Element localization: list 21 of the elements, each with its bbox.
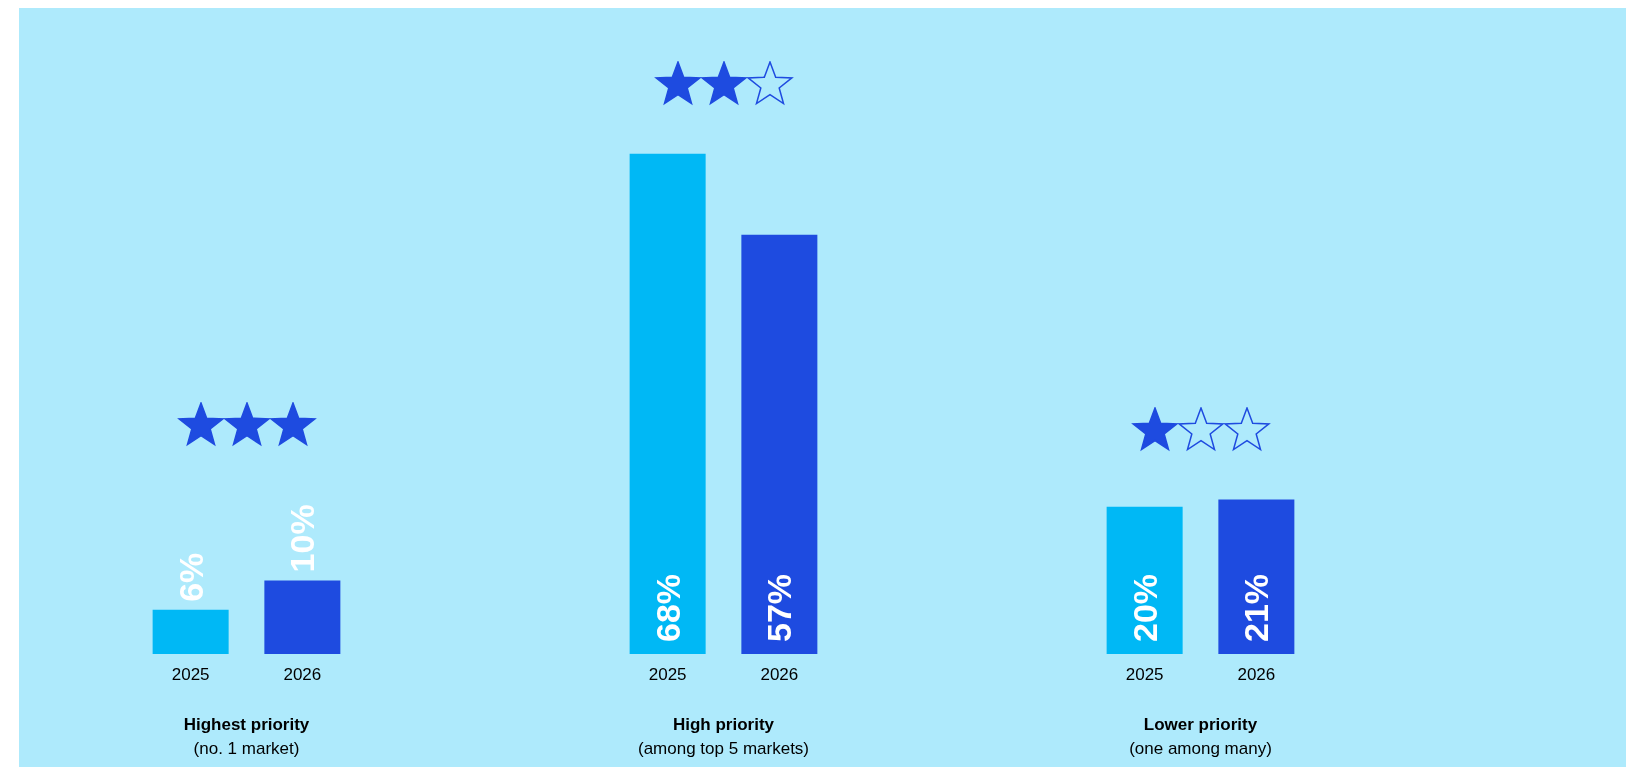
data-label: 6% [171,552,210,602]
data-label: 20% [1125,573,1164,642]
bar [1218,499,1295,654]
x-tick-label: High priority (among top 5 markets) [637,714,810,758]
bar [1106,506,1183,654]
bar [741,234,818,654]
data-label: 10% [283,504,322,573]
text: 2026 [1237,665,1276,684]
data-label: 68% [648,573,687,642]
data-label: 57% [760,573,799,642]
text: 2025 [648,665,687,684]
series-label: 2026 [283,665,322,684]
x-tick-label: Highest priority (no. 1 market) [183,714,310,758]
x-tick-label: Lower priority (one among many) [1129,714,1272,758]
bar [152,609,229,654]
series-label: 2025 [171,665,210,684]
text: 2026 [760,665,799,684]
text: 2025 [1125,665,1164,684]
bar [264,580,341,654]
data-label: 21% [1237,573,1276,642]
bar [629,153,706,654]
